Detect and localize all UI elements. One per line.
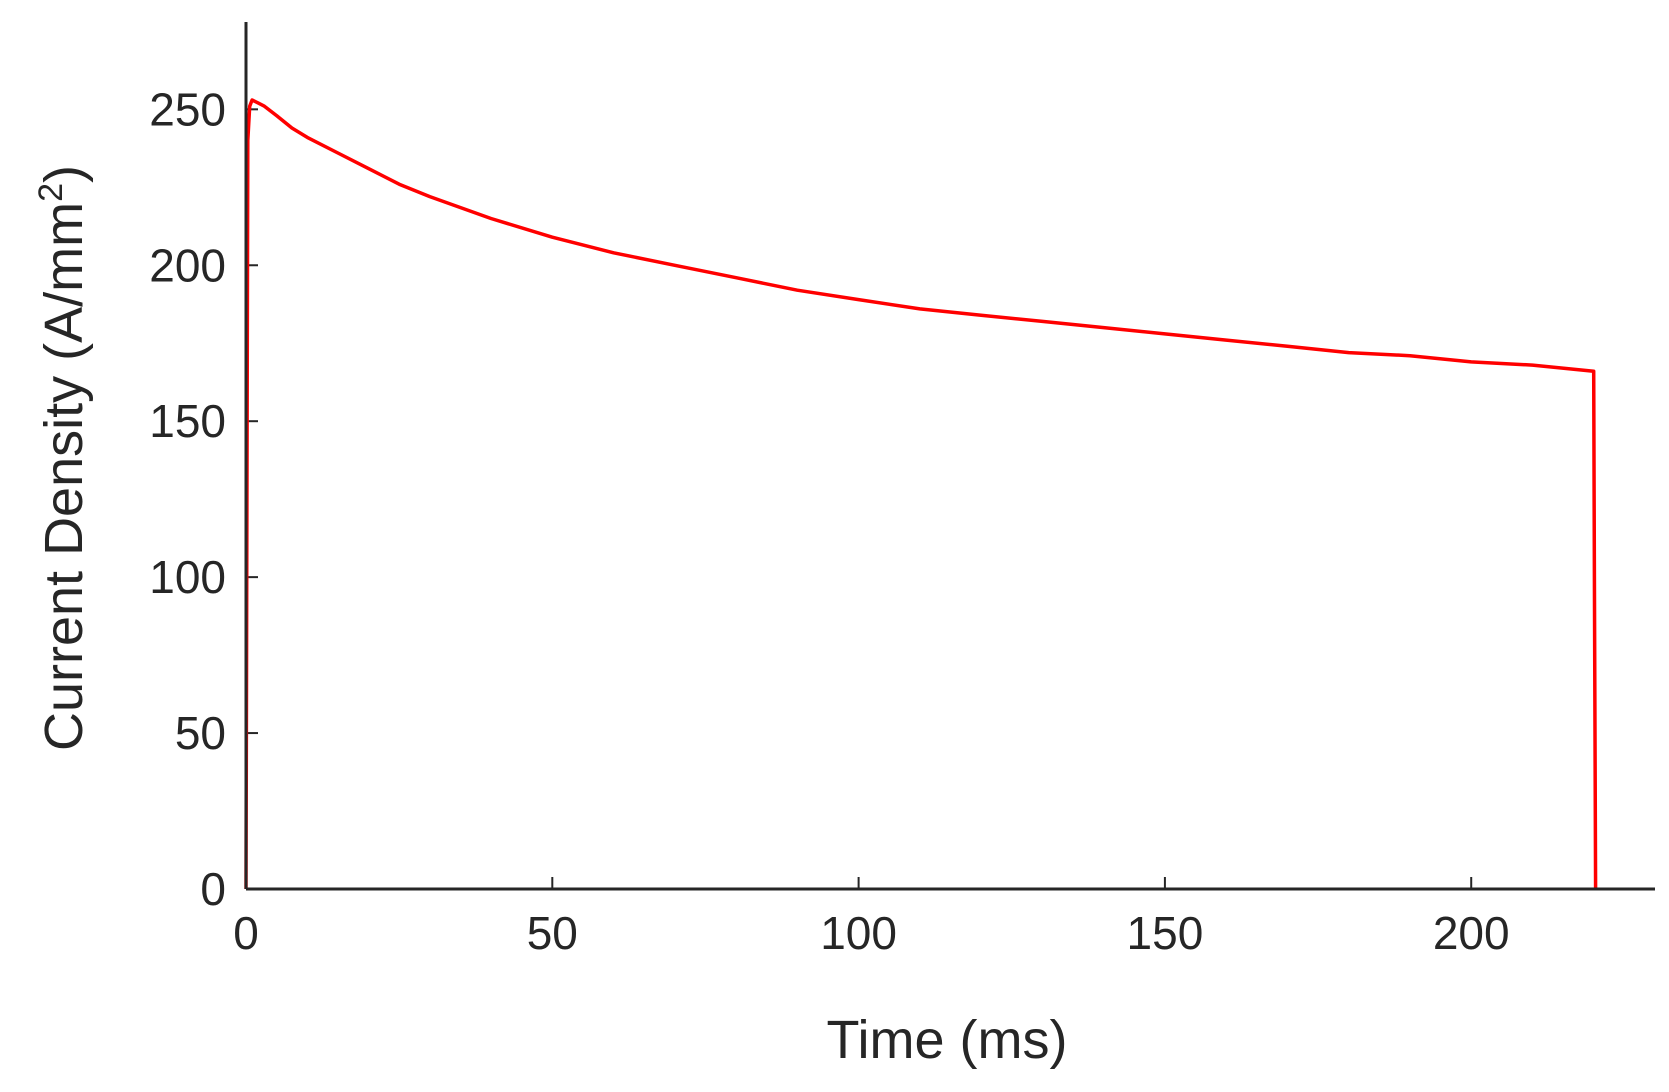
x-tick-label: 50 — [527, 907, 578, 959]
y-axis-title-close: ) — [34, 165, 94, 183]
x-tick-label: 0 — [233, 907, 259, 959]
y-tick-label: 200 — [149, 239, 226, 291]
y-tick-label: 0 — [200, 863, 226, 915]
y-tick-label: 50 — [175, 707, 226, 759]
y-tick-label: 250 — [149, 83, 226, 135]
x-tick-label: 100 — [820, 907, 897, 959]
x-axis-title: Time (ms) — [827, 1010, 1068, 1070]
ticks-layer: 0 50 100 150 200 0 50 100 150 200 250 — [149, 83, 1509, 959]
y-axis-title-main: Current Density (A/mm — [34, 202, 94, 751]
y-axis-title: Current Density (A/mm2) — [32, 165, 94, 751]
y-axis-title-superscript: 2 — [32, 183, 70, 202]
y-tick-label: 150 — [149, 395, 226, 447]
y-tick-label: 100 — [149, 551, 226, 603]
x-tick-label: 150 — [1127, 907, 1204, 959]
current-density-line — [244, 98, 1598, 890]
x-tick-label: 200 — [1433, 907, 1510, 959]
